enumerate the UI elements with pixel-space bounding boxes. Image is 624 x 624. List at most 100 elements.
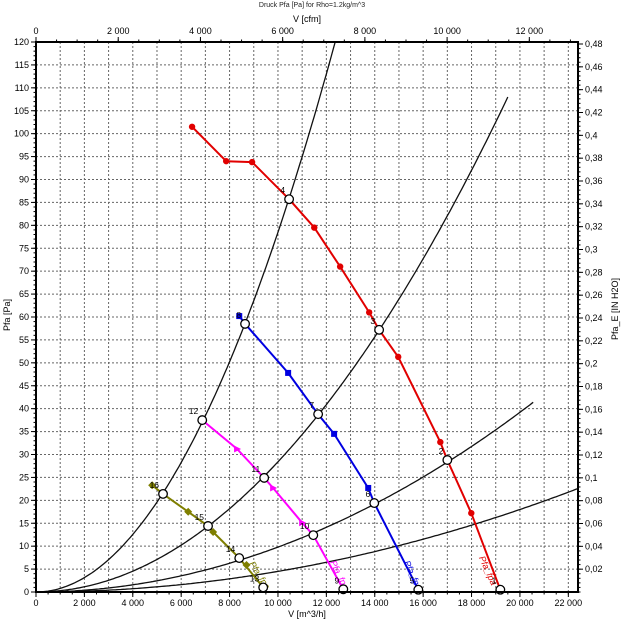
operating-point-10 xyxy=(308,530,319,541)
svg-text:105: 105 xyxy=(14,106,29,116)
marker-square xyxy=(331,430,338,437)
svg-text:75: 75 xyxy=(19,243,29,253)
svg-text:12 000: 12 000 xyxy=(516,26,544,36)
svg-text:0,36: 0,36 xyxy=(585,176,603,186)
svg-text:0,34: 0,34 xyxy=(585,199,603,209)
svg-text:18 000: 18 000 xyxy=(458,598,486,608)
fan-curve-speed-1-line xyxy=(191,126,502,591)
system-curve-4 xyxy=(36,487,579,593)
marker-circle xyxy=(395,353,402,361)
marker-circle xyxy=(188,123,196,130)
marker-square xyxy=(285,369,292,376)
operating-point-3 xyxy=(374,324,385,335)
svg-text:65: 65 xyxy=(19,289,29,299)
svg-text:4 000: 4 000 xyxy=(122,598,145,608)
operating-point-11 xyxy=(259,472,270,483)
svg-text:60: 60 xyxy=(19,312,29,322)
svg-text:110: 110 xyxy=(15,83,29,93)
svg-text:45: 45 xyxy=(19,381,29,391)
operating-point-label-15: 15 xyxy=(195,512,205,522)
marker-triangle xyxy=(270,484,278,492)
svg-text:100: 100 xyxy=(14,129,29,139)
marker-diamond xyxy=(148,481,157,490)
svg-text:12 000: 12 000 xyxy=(313,598,341,608)
svg-text:0,26: 0,26 xyxy=(585,290,603,300)
svg-text:6 000: 6 000 xyxy=(271,26,294,36)
svg-text:0,1: 0,1 xyxy=(585,473,598,483)
operating-point-label-6: 6 xyxy=(366,489,371,499)
bottom-axis-title: V [m^3/h] xyxy=(288,609,326,619)
svg-text:0,46: 0,46 xyxy=(585,62,603,72)
operating-point-6 xyxy=(369,498,380,509)
marker-diamond xyxy=(184,507,193,516)
svg-text:10 000: 10 000 xyxy=(264,598,292,608)
axis-ticks xyxy=(31,37,583,597)
marker-circle xyxy=(468,509,475,517)
right-axis-title: Pfa_E [IN H2O] xyxy=(610,277,620,341)
marker-square xyxy=(365,484,372,491)
marker-circle xyxy=(437,438,444,446)
svg-text:15: 15 xyxy=(19,518,29,528)
operating-point-label-14: 14 xyxy=(226,544,236,554)
svg-text:0,2: 0,2 xyxy=(585,359,598,369)
operating-point-label-4: 4 xyxy=(280,185,285,195)
svg-text:85: 85 xyxy=(19,197,29,207)
svg-text:10 000: 10 000 xyxy=(433,26,461,36)
operating-point-8 xyxy=(240,318,251,329)
svg-text:0: 0 xyxy=(24,587,29,597)
svg-text:0,3: 0,3 xyxy=(585,245,598,255)
marker-circle xyxy=(248,158,256,166)
operating-point-7 xyxy=(313,409,324,420)
marker-circle xyxy=(336,263,344,270)
svg-text:0,04: 0,04 xyxy=(585,541,603,551)
marker-triangle xyxy=(234,445,242,453)
svg-text:8 000: 8 000 xyxy=(218,598,241,608)
operating-point-label-16: 16 xyxy=(150,480,160,490)
svg-text:0,14: 0,14 xyxy=(585,427,603,437)
operating-point-16 xyxy=(158,488,168,499)
operating-point-label-2: 2 xyxy=(439,446,444,456)
svg-text:70: 70 xyxy=(19,266,29,276)
svg-text:0,4: 0,4 xyxy=(585,130,598,140)
svg-text:0,44: 0,44 xyxy=(585,85,603,95)
svg-text:120: 120 xyxy=(14,37,29,47)
svg-text:25: 25 xyxy=(19,472,29,482)
operating-point-label-8: 8 xyxy=(236,310,241,320)
svg-text:5: 5 xyxy=(24,564,29,574)
svg-text:0,02: 0,02 xyxy=(585,564,603,574)
svg-text:20 000: 20 000 xyxy=(506,598,534,608)
svg-text:0,06: 0,06 xyxy=(585,519,603,529)
svg-text:8 000: 8 000 xyxy=(354,26,377,36)
operating-point-4 xyxy=(284,194,295,205)
svg-text:14 000: 14 000 xyxy=(361,598,389,608)
svg-text:0,24: 0,24 xyxy=(585,313,603,323)
svg-text:0,32: 0,32 xyxy=(585,222,603,232)
marker-square xyxy=(236,313,243,320)
marker-triangle xyxy=(299,519,307,527)
svg-text:35: 35 xyxy=(19,427,29,437)
svg-text:0,48: 0,48 xyxy=(585,39,603,49)
svg-text:10: 10 xyxy=(19,541,29,551)
operating-point-label-1: 1 xyxy=(492,576,497,586)
operating-point-label-12: 12 xyxy=(189,406,199,416)
marker-circle xyxy=(222,157,230,165)
operating-point-14 xyxy=(234,553,245,564)
svg-text:0,08: 0,08 xyxy=(585,496,603,506)
operating-point-label-7: 7 xyxy=(309,400,314,410)
operating-point-label-3: 3 xyxy=(370,316,375,326)
operating-point-15 xyxy=(203,521,213,531)
marker-circle xyxy=(365,309,373,316)
operating-point-label-10: 10 xyxy=(300,521,310,531)
svg-text:0,38: 0,38 xyxy=(585,153,603,163)
svg-text:6 000: 6 000 xyxy=(170,598,193,608)
svg-text:0,28: 0,28 xyxy=(585,267,603,277)
svg-text:115: 115 xyxy=(15,60,29,70)
svg-text:0,22: 0,22 xyxy=(585,336,603,346)
operating-point-13 xyxy=(258,582,269,593)
operating-point-label-9: 9 xyxy=(335,575,340,585)
operating-point-2 xyxy=(442,455,453,465)
fan-curve-speed-3-line xyxy=(201,419,345,590)
operating-point-label-13: 13 xyxy=(250,573,260,583)
svg-text:55: 55 xyxy=(19,335,29,345)
